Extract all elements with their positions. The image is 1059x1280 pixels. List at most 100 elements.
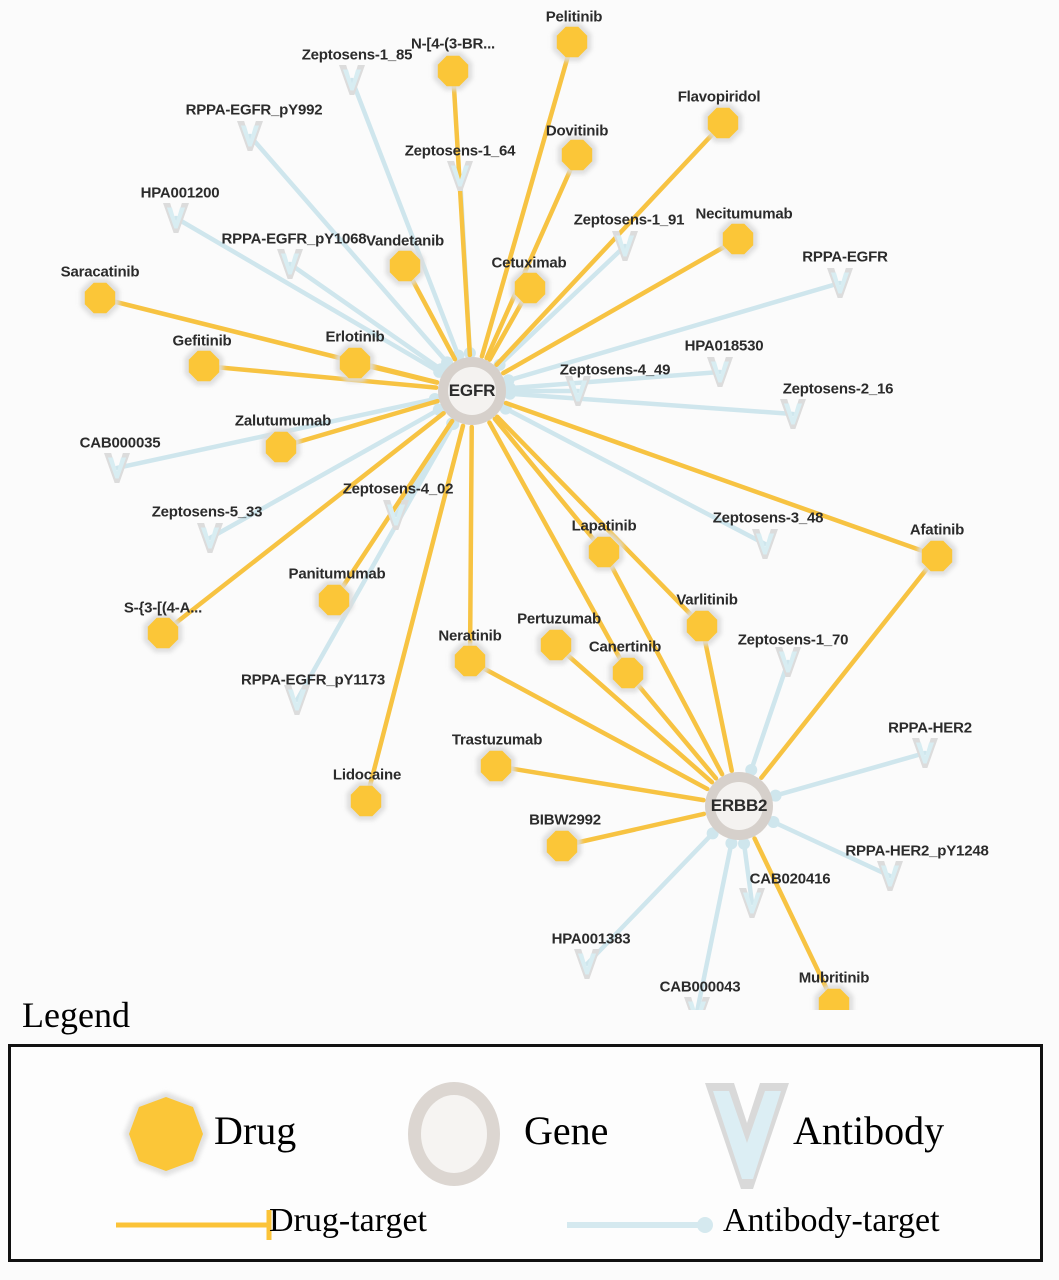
legend-label-antibody-target: Antibody-target: [723, 1202, 940, 1239]
drug-node[interactable]: [557, 135, 597, 175]
antibody-target-edge: [773, 750, 928, 798]
legend-label-gene: Gene: [524, 1108, 609, 1153]
antibody-node[interactable]: [339, 65, 365, 95]
drug-label: Dovitinib: [545, 122, 609, 140]
drug-node[interactable]: [261, 427, 301, 467]
legend-label-drug: Drug: [214, 1108, 297, 1153]
antibody-label: Zeptosens-5_33: [151, 503, 263, 521]
drug-label: Necitumumab: [695, 205, 793, 223]
drug-node[interactable]: [584, 532, 624, 572]
antibody-node[interactable]: [877, 861, 903, 891]
drug-node[interactable]: [476, 746, 516, 786]
antibody-target-edge: [771, 819, 893, 879]
gene-center-icon: [448, 367, 496, 415]
antibody-target-edge: [294, 421, 456, 703]
drug-node[interactable]: [385, 246, 425, 286]
antibody-node[interactable]: [277, 249, 303, 279]
antibody-node[interactable]: [163, 203, 189, 233]
drug-node[interactable]: [80, 278, 120, 318]
drug-octagon-icon: [437, 55, 469, 87]
antibody-node[interactable]: [197, 523, 223, 553]
drug-node[interactable]: [433, 51, 473, 91]
drug-node[interactable]: [143, 613, 183, 653]
drug-octagon-icon: [318, 584, 350, 616]
drug-label: Flavopiridol: [677, 88, 761, 106]
drug-node[interactable]: [536, 625, 576, 665]
drug-node[interactable]: [917, 536, 957, 576]
antibody-target-edge: [507, 391, 796, 417]
drug-label: S-{3-[(4-A...: [123, 599, 203, 617]
antibody-edge-endpoint: [769, 789, 782, 802]
antibody-edge-endpoint: [738, 837, 751, 850]
antibody-chevron-icon: [450, 165, 470, 187]
drug-octagon-icon: [561, 139, 593, 171]
drug-node[interactable]: [718, 219, 758, 259]
drug-target-edge: [752, 836, 837, 1007]
antibody-target-edge: [584, 831, 715, 967]
antibody-chevron-icon: [166, 207, 186, 229]
drug-node[interactable]: [184, 346, 224, 386]
antibody-node[interactable]: [612, 231, 638, 261]
antibody-node[interactable]: [447, 161, 473, 191]
antibody-node[interactable]: [565, 376, 591, 406]
antibody-node[interactable]: [775, 647, 801, 677]
drug-target-edge: [493, 763, 706, 803]
antibody-label: CAB000043: [659, 978, 741, 996]
antibody-label: Zeptosens-1_64: [404, 142, 516, 160]
network-canvas: [80, 22, 957, 1010]
drug-octagon-icon: [147, 617, 179, 649]
antibody-target-edge: [247, 133, 450, 365]
antibody-edge-endpoint: [725, 837, 738, 850]
antibody-node[interactable]: [752, 529, 778, 559]
antibody-node[interactable]: [707, 357, 733, 387]
drug-target-edge: [503, 400, 940, 559]
drug-node[interactable]: [314, 580, 354, 620]
drug-octagon-icon: [722, 223, 754, 255]
antibody-node[interactable]: [739, 888, 765, 918]
drug-target-edge: [160, 410, 446, 636]
gene-label: ERBB2: [710, 796, 768, 815]
antibody-node[interactable]: [104, 453, 130, 483]
antibody-chevron-icon: [783, 403, 803, 425]
antibody-node[interactable]: [284, 685, 310, 715]
drug-target-edge: [467, 424, 474, 664]
drug-node[interactable]: [552, 22, 592, 62]
gene-node[interactable]: [438, 357, 506, 425]
drug-target-edge: [494, 120, 726, 367]
drug-node[interactable]: [542, 826, 582, 866]
drug-label: Vandetanib: [365, 232, 445, 250]
gene-node[interactable]: [705, 772, 773, 840]
drug-label: Mubritinib: [798, 969, 870, 987]
drug-node[interactable]: [346, 781, 386, 821]
antibody-label: Zeptosens-4_49: [559, 361, 671, 379]
drug-node[interactable]: [703, 103, 743, 143]
antibody-target-edge: [748, 659, 791, 773]
drug-octagon-icon: [514, 272, 546, 304]
drug-node[interactable]: [814, 984, 854, 1010]
antibody-target-edge: [349, 77, 461, 358]
antibody-node[interactable]: [912, 738, 938, 768]
antibody-chevron-icon: [568, 380, 588, 402]
antibody-node[interactable]: [780, 399, 806, 429]
legend: Legend: [0, 990, 1059, 1280]
antibody-node[interactable]: [237, 121, 263, 151]
drug-target-edge: [559, 811, 707, 849]
antibody-node[interactable]: [827, 268, 853, 298]
antibody-node[interactable]: [684, 997, 710, 1010]
drug-node[interactable]: [450, 641, 490, 681]
antibody-label: RPPA-EGFR: [802, 248, 888, 266]
antibody-chevron-icon: [287, 689, 307, 711]
drug-target-edge: [201, 363, 439, 390]
drug-node[interactable]: [510, 268, 550, 308]
drug-target-edge: [450, 68, 473, 358]
antibody-chevron-icon: [755, 533, 775, 555]
drug-octagon-icon: [124, 1092, 208, 1176]
drug-node[interactable]: [335, 343, 375, 383]
drug-node[interactable]: [608, 653, 648, 693]
antibody-node[interactable]: [383, 500, 409, 530]
drug-label: Lidocaine: [332, 766, 402, 784]
drug-target-edge: [699, 623, 735, 773]
drug-octagon-icon: [588, 536, 620, 568]
drug-node[interactable]: [682, 606, 722, 646]
antibody-node[interactable]: [574, 949, 600, 979]
